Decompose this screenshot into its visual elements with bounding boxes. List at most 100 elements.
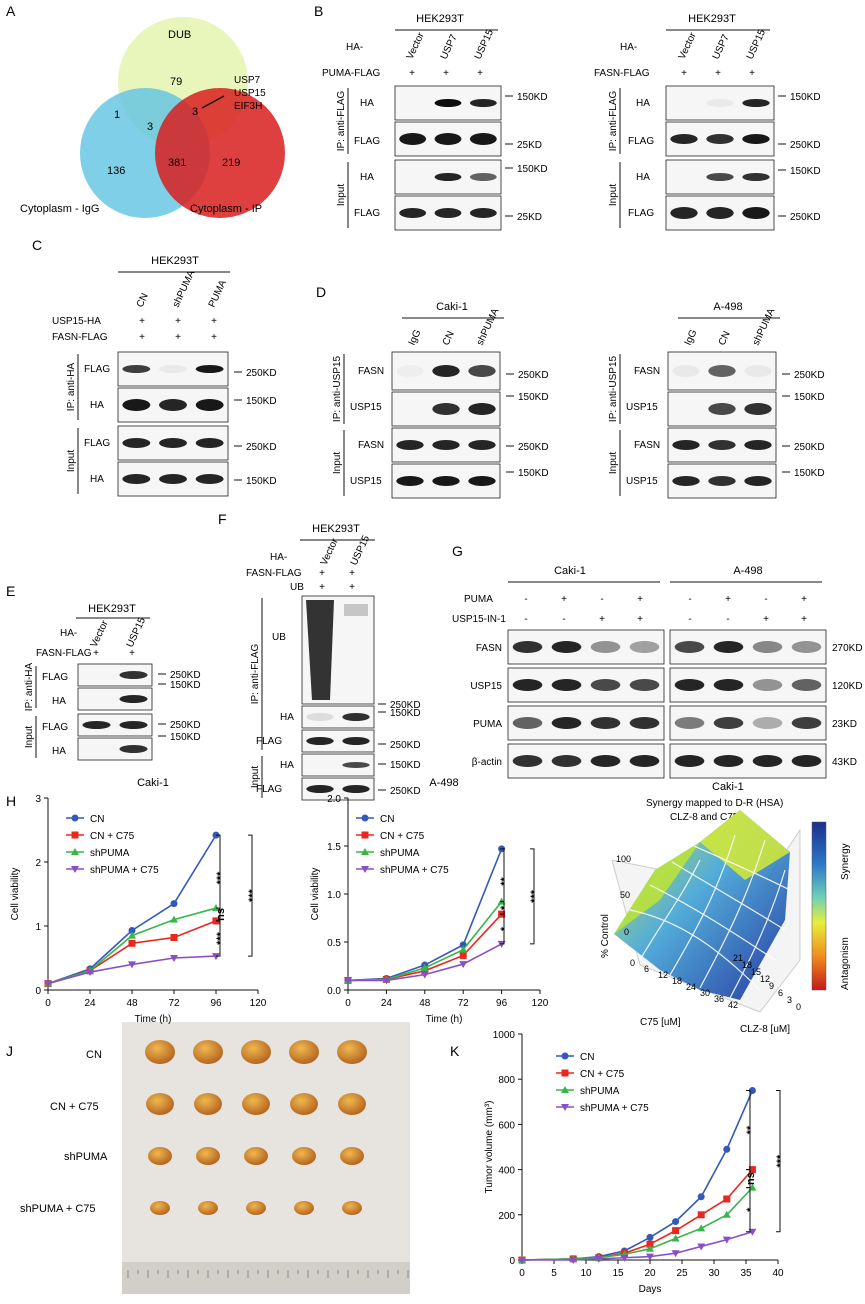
- venn-diagram: DUB 79 1 3 3 136 381 219 USP7 USP15 EIF3…: [20, 17, 285, 218]
- point: [722, 1210, 731, 1218]
- size-marker: 150KD: [518, 468, 549, 479]
- i-ytick: 6: [778, 988, 783, 998]
- panel-letters: A B C D E F G H I J K: [6, 3, 622, 1059]
- size-marker: 150KD: [517, 92, 548, 103]
- band: [122, 365, 151, 373]
- i-cell: Caki-1: [712, 781, 744, 793]
- d-cell: A-498: [713, 301, 742, 313]
- label-A: A: [6, 3, 16, 19]
- point: [459, 961, 468, 969]
- c-plus: +: [211, 316, 217, 327]
- tumor: [290, 1093, 318, 1115]
- f-flag-row: FLAG: [256, 736, 282, 747]
- y-tick: 200: [498, 1211, 515, 1222]
- g-sign: +: [801, 594, 807, 605]
- size-marker: 150KD: [390, 760, 421, 771]
- size-marker: 150KD: [794, 392, 825, 403]
- band: [399, 133, 427, 145]
- size-marker: 250KD: [794, 370, 825, 381]
- band: [396, 440, 424, 450]
- band: [629, 641, 660, 653]
- band: [706, 134, 734, 144]
- bracket-label: Input: [336, 184, 347, 206]
- point: [382, 977, 391, 985]
- band: [432, 403, 460, 415]
- d-fasn-row: FASN: [634, 440, 660, 451]
- e-lane: Vector: [89, 618, 111, 649]
- g-sign: +: [637, 614, 643, 625]
- band: [551, 717, 582, 729]
- band: [551, 679, 582, 691]
- legend-entry: shPUMA: [580, 1086, 620, 1097]
- d-fasn-row: FASN: [634, 366, 660, 377]
- significance: ***: [215, 871, 227, 885]
- band: [674, 755, 705, 767]
- x-label: Time (h): [135, 1014, 172, 1025]
- band: [744, 476, 772, 486]
- band: [752, 641, 783, 653]
- point: [518, 1257, 526, 1264]
- band: [708, 365, 736, 377]
- g-sign: +: [801, 614, 807, 625]
- x-tick: 48: [126, 998, 138, 1009]
- b-tag: FASN-FLAG: [594, 68, 650, 79]
- significance: ns: [215, 908, 227, 921]
- x-tick: 25: [676, 1268, 688, 1279]
- size-marker: 250KD: [790, 140, 821, 151]
- band: [713, 679, 744, 691]
- blot-box: [77, 687, 153, 711]
- band: [590, 641, 621, 653]
- x-tick: 30: [708, 1268, 720, 1279]
- chart-tumor: 0 200 400 600 800 1000 0 5 10 15 20 25 30 35 40 Days Tum…: [484, 1030, 787, 1295]
- series-line: [521, 1090, 754, 1261]
- size-marker: 150KD: [517, 164, 548, 175]
- tumor: [246, 1201, 266, 1215]
- b-tag: PUMA-FLAG: [322, 68, 381, 79]
- i-ytick: 0: [796, 1002, 801, 1012]
- y-tick: 3: [35, 794, 41, 805]
- band: [159, 474, 187, 484]
- band: [670, 207, 698, 219]
- i-ytick: 3: [787, 995, 792, 1005]
- bracket-label: IP: anti-USP15: [332, 355, 343, 422]
- venn-dub-label: DUB: [168, 29, 191, 41]
- tumor: [196, 1147, 220, 1165]
- band: [512, 755, 543, 767]
- size-marker: 25KD: [517, 140, 542, 151]
- tumor: [150, 1201, 170, 1215]
- point: [722, 1236, 731, 1244]
- x-tick: 96: [210, 998, 222, 1009]
- e-plus: +: [129, 648, 135, 659]
- size-marker: 150KD: [790, 92, 821, 103]
- c-plus: +: [139, 316, 145, 327]
- band: [469, 208, 497, 218]
- band: [469, 99, 497, 107]
- point: [697, 1243, 706, 1251]
- c-plus: +: [175, 316, 181, 327]
- y-label: Tumor volume (mm³): [484, 1101, 495, 1194]
- label-D: D: [316, 284, 326, 300]
- g-caki: Caki-1: [554, 565, 586, 577]
- band: [195, 474, 224, 484]
- band: [744, 403, 772, 415]
- bracket-label: Input: [608, 184, 619, 206]
- g-sign: -: [600, 594, 603, 605]
- point: [459, 945, 468, 953]
- i-xtick: 6: [644, 964, 649, 974]
- band: [434, 133, 462, 145]
- c-lane: CN: [135, 292, 151, 310]
- b-ha-row: HA: [636, 172, 650, 183]
- blot-box: [77, 713, 153, 737]
- size-marker: 150KD: [170, 680, 201, 691]
- point: [697, 1193, 705, 1201]
- band: [551, 755, 582, 767]
- band: [396, 365, 423, 377]
- band: [742, 207, 770, 219]
- j-row-1: CN: [86, 1049, 102, 1061]
- b-plus: +: [715, 68, 721, 79]
- f-lane: USP15: [349, 534, 373, 568]
- x-tick: 96: [496, 998, 508, 1009]
- g-size: 43KD: [832, 757, 857, 768]
- i-xtick: 0: [630, 958, 635, 968]
- e-flag-row: FLAG: [42, 722, 68, 733]
